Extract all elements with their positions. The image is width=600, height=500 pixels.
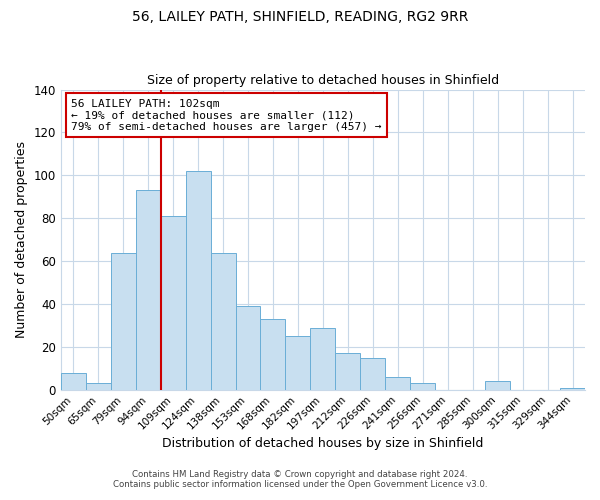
- X-axis label: Distribution of detached houses by size in Shinfield: Distribution of detached houses by size …: [162, 437, 484, 450]
- Bar: [260, 319, 286, 390]
- Bar: [61, 372, 86, 390]
- Bar: [86, 384, 111, 390]
- Text: 56, LAILEY PATH, SHINFIELD, READING, RG2 9RR: 56, LAILEY PATH, SHINFIELD, READING, RG2…: [132, 10, 468, 24]
- Bar: [560, 388, 585, 390]
- Bar: [136, 190, 161, 390]
- Bar: [310, 328, 335, 390]
- Bar: [211, 252, 236, 390]
- Title: Size of property relative to detached houses in Shinfield: Size of property relative to detached ho…: [147, 74, 499, 87]
- Bar: [485, 381, 510, 390]
- Y-axis label: Number of detached properties: Number of detached properties: [15, 141, 28, 338]
- Bar: [161, 216, 185, 390]
- Bar: [410, 384, 435, 390]
- Bar: [335, 354, 361, 390]
- Bar: [385, 377, 410, 390]
- Bar: [111, 252, 136, 390]
- Bar: [236, 306, 260, 390]
- Text: Contains HM Land Registry data © Crown copyright and database right 2024.
Contai: Contains HM Land Registry data © Crown c…: [113, 470, 487, 489]
- Bar: [185, 171, 211, 390]
- Bar: [286, 336, 310, 390]
- Text: 56 LAILEY PATH: 102sqm
← 19% of detached houses are smaller (112)
79% of semi-de: 56 LAILEY PATH: 102sqm ← 19% of detached…: [71, 98, 382, 132]
- Bar: [361, 358, 385, 390]
